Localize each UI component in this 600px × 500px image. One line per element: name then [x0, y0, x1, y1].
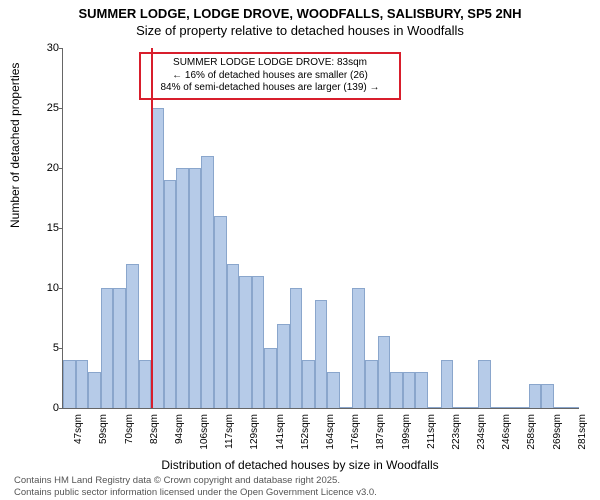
histogram-bar — [227, 264, 240, 408]
histogram-bar — [201, 156, 214, 408]
y-tick-label: 30 — [29, 42, 59, 54]
histogram-bar — [126, 264, 139, 408]
footer-attribution: Contains HM Land Registry data © Crown c… — [14, 475, 377, 498]
x-tick-label: 187sqm — [375, 414, 386, 450]
y-tick-label: 15 — [29, 222, 59, 234]
histogram-bar — [252, 276, 265, 408]
chart-container: SUMMER LODGE, LODGE DROVE, WOODFALLS, SA… — [0, 0, 600, 500]
plot-region: 05101520253047sqm59sqm70sqm82sqm94sqm106… — [62, 48, 579, 409]
x-tick-label: 281sqm — [577, 414, 588, 450]
histogram-bar — [478, 360, 491, 408]
page-title: SUMMER LODGE, LODGE DROVE, WOODFALLS, SA… — [0, 0, 600, 21]
x-tick-label: 47sqm — [73, 414, 84, 444]
x-tick-label: 59sqm — [98, 414, 109, 444]
histogram-bar — [378, 336, 391, 408]
histogram-bar — [113, 288, 126, 408]
y-tick-mark — [59, 408, 63, 409]
x-tick-label: 223sqm — [451, 414, 462, 450]
histogram-bar — [466, 407, 479, 408]
histogram-bar — [441, 360, 454, 408]
y-tick-label: 5 — [29, 342, 59, 354]
histogram-bar — [541, 384, 554, 408]
y-tick-mark — [59, 108, 63, 109]
histogram-bar — [63, 360, 76, 408]
histogram-bar — [76, 360, 89, 408]
x-tick-label: 94sqm — [174, 414, 185, 444]
info-box-line: 84% of semi-detached houses are larger (… — [147, 82, 393, 95]
x-tick-label: 164sqm — [325, 414, 336, 450]
histogram-bar — [315, 300, 328, 408]
marker-info-box: SUMMER LODGE LODGE DROVE: 83sqm← 16% of … — [139, 52, 401, 100]
histogram-bar — [214, 216, 227, 408]
y-tick-mark — [59, 168, 63, 169]
reference-marker-line — [151, 48, 153, 408]
page-subtitle: Size of property relative to detached ho… — [0, 21, 600, 38]
histogram-bar — [415, 372, 428, 408]
info-box-line: SUMMER LODGE LODGE DROVE: 83sqm — [147, 57, 393, 70]
x-tick-label: 234sqm — [476, 414, 487, 450]
y-tick-mark — [59, 48, 63, 49]
histogram-bar — [390, 372, 403, 408]
y-tick-label: 25 — [29, 102, 59, 114]
footer-line: Contains HM Land Registry data © Crown c… — [14, 475, 377, 486]
x-tick-label: 246sqm — [501, 414, 512, 450]
histogram-bar — [529, 384, 542, 408]
y-tick-label: 0 — [29, 402, 59, 414]
histogram-bar — [277, 324, 290, 408]
x-tick-label: 117sqm — [224, 414, 235, 449]
histogram-bar — [88, 372, 101, 408]
histogram-bar — [352, 288, 365, 408]
histogram-bar — [264, 348, 277, 408]
y-tick-mark — [59, 228, 63, 229]
histogram-bar — [340, 407, 353, 408]
x-tick-label: 141sqm — [275, 414, 286, 450]
x-tick-label: 176sqm — [350, 414, 361, 450]
histogram-bar — [428, 407, 441, 408]
histogram-bar — [365, 360, 378, 408]
histogram-bar — [176, 168, 189, 408]
y-tick-mark — [59, 348, 63, 349]
y-tick-mark — [59, 288, 63, 289]
histogram-bar — [516, 407, 529, 408]
x-tick-label: 106sqm — [199, 414, 210, 450]
histogram-bar — [239, 276, 252, 408]
histogram-bar — [566, 407, 579, 408]
x-tick-label: 82sqm — [149, 414, 160, 444]
x-tick-label: 152sqm — [300, 414, 311, 450]
x-tick-label: 211sqm — [426, 414, 437, 449]
histogram-bar — [554, 407, 567, 408]
histogram-bar — [139, 360, 152, 408]
histogram-bar — [290, 288, 303, 408]
chart-area: 05101520253047sqm59sqm70sqm82sqm94sqm106… — [62, 48, 578, 408]
histogram-bar — [302, 360, 315, 408]
histogram-bar — [491, 407, 504, 408]
footer-line: Contains public sector information licen… — [14, 487, 377, 498]
x-tick-label: 129sqm — [249, 414, 260, 450]
x-tick-label: 258sqm — [526, 414, 537, 450]
y-tick-label: 20 — [29, 162, 59, 174]
x-tick-label: 199sqm — [401, 414, 412, 450]
x-axis-label: Distribution of detached houses by size … — [0, 458, 600, 472]
histogram-bar — [327, 372, 340, 408]
histogram-bar — [164, 180, 177, 408]
histogram-bar — [101, 288, 114, 408]
x-tick-label: 269sqm — [552, 414, 563, 450]
histogram-bar — [503, 407, 516, 408]
histogram-bar — [453, 407, 466, 408]
y-axis-label: Number of detached properties — [8, 63, 22, 228]
y-tick-label: 10 — [29, 282, 59, 294]
x-tick-label: 70sqm — [124, 414, 135, 444]
histogram-bar — [403, 372, 416, 408]
info-box-line: ← 16% of detached houses are smaller (26… — [147, 70, 393, 83]
histogram-bar — [189, 168, 202, 408]
